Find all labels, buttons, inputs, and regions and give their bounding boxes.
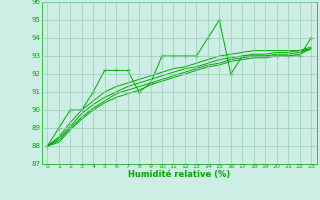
X-axis label: Humidité relative (%): Humidité relative (%) [128, 170, 230, 179]
